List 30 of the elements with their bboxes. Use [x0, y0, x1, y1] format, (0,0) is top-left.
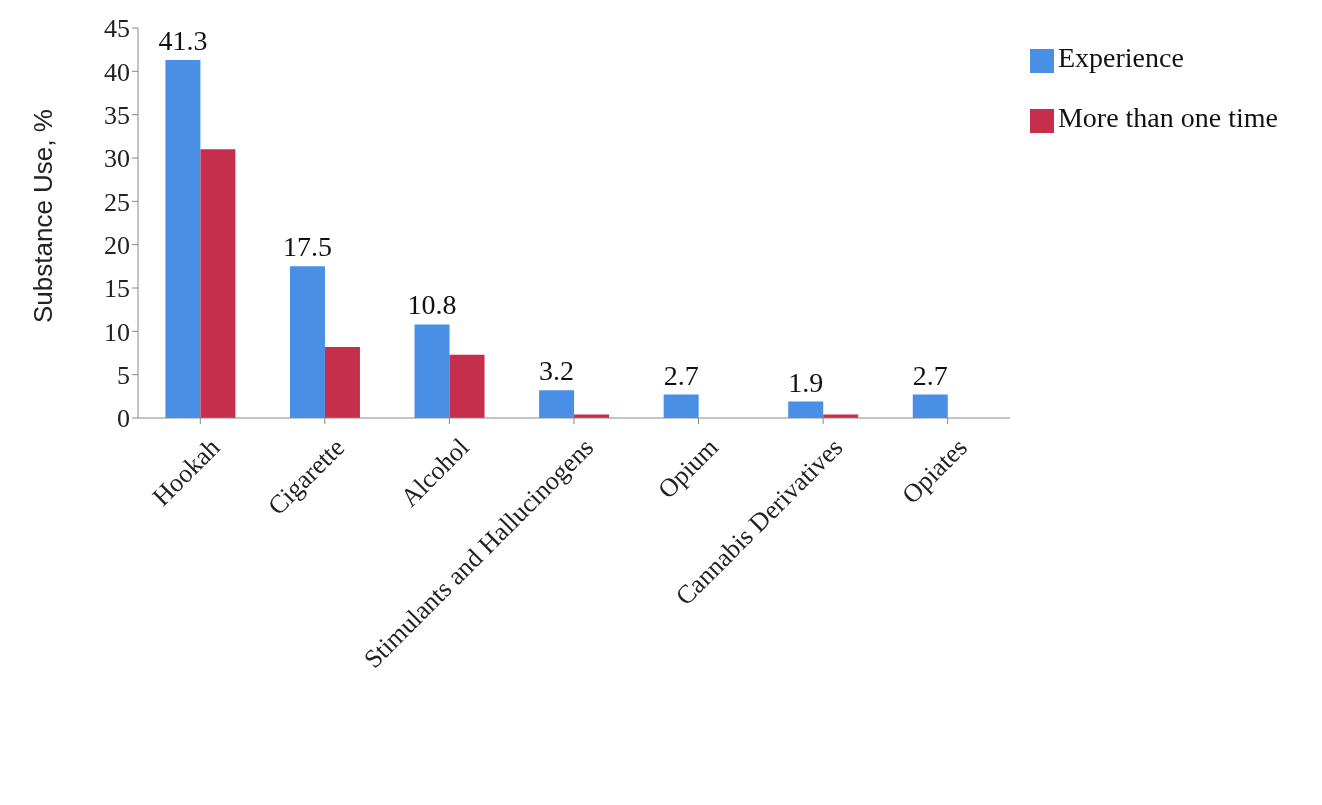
- bar: [912, 394, 948, 418]
- data-label: 1.9: [788, 366, 824, 398]
- y-axis-title: Substance Use, %: [28, 109, 59, 323]
- y-tick-label: 30: [104, 144, 130, 174]
- y-tick-label: 0: [117, 404, 130, 434]
- legend-label: Experience: [1057, 42, 1184, 73]
- data-label: 2.7: [912, 359, 948, 391]
- y-tick-label: 10: [104, 317, 130, 347]
- bar: [324, 346, 360, 418]
- bar: [414, 324, 450, 418]
- bar: [289, 266, 325, 418]
- bar: [200, 149, 236, 418]
- y-tick-label: 45: [104, 14, 130, 44]
- y-tick-label: 25: [104, 187, 130, 217]
- legend-label: More than one time: [1057, 102, 1278, 133]
- bar: [788, 401, 824, 418]
- bar: [539, 390, 575, 418]
- y-tick-label: 5: [117, 360, 130, 390]
- bar: [663, 394, 699, 418]
- data-label: 3.2: [539, 355, 575, 387]
- bar: [165, 60, 201, 418]
- y-tick-label: 20: [104, 230, 130, 260]
- y-tick-label: 35: [104, 100, 130, 130]
- y-tick-label: 15: [104, 274, 130, 304]
- y-tick-label: 40: [104, 57, 130, 87]
- data-label: 10.8: [407, 289, 457, 321]
- bar: [449, 354, 485, 418]
- data-label: 41.3: [158, 25, 208, 57]
- data-label: 17.5: [282, 231, 332, 263]
- data-label: 2.7: [663, 359, 699, 391]
